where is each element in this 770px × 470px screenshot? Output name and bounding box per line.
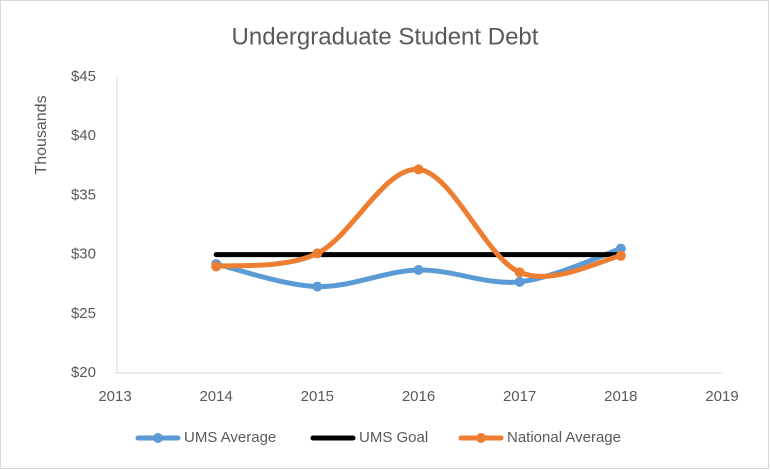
data-point (514, 276, 525, 287)
y-axis-label: Thousands (33, 95, 50, 174)
data-point (312, 281, 323, 292)
legend-label: UMS Average (184, 429, 276, 446)
x-tick-label: 2013 (98, 388, 131, 405)
y-tick-label: $40 (71, 127, 96, 144)
data-point (615, 250, 626, 261)
chart-title: Undergraduate Student Debt (232, 23, 539, 50)
data-point (413, 164, 424, 175)
legend-marker (153, 433, 163, 443)
data-point (211, 261, 222, 272)
y-tick-label: $45 (71, 68, 96, 85)
legend-marker (476, 433, 486, 443)
x-tick-label: 2017 (503, 388, 536, 405)
data-point (312, 248, 323, 259)
y-tick-label: $20 (71, 364, 96, 381)
y-tick-label: $25 (71, 305, 96, 322)
y-tick-label: $30 (71, 246, 96, 263)
x-tick-label: 2016 (402, 388, 435, 405)
data-point (615, 243, 626, 254)
x-tick-label: 2015 (301, 388, 334, 405)
legend-label: UMS Goal (359, 429, 428, 446)
x-tick-label: 2018 (604, 388, 637, 405)
x-tick-label: 2014 (199, 388, 232, 405)
data-point (413, 264, 424, 275)
legend-label: National Average (507, 429, 621, 446)
data-point (514, 267, 525, 278)
y-tick-label: $35 (71, 186, 96, 203)
x-tick-label: 2019 (705, 388, 738, 405)
